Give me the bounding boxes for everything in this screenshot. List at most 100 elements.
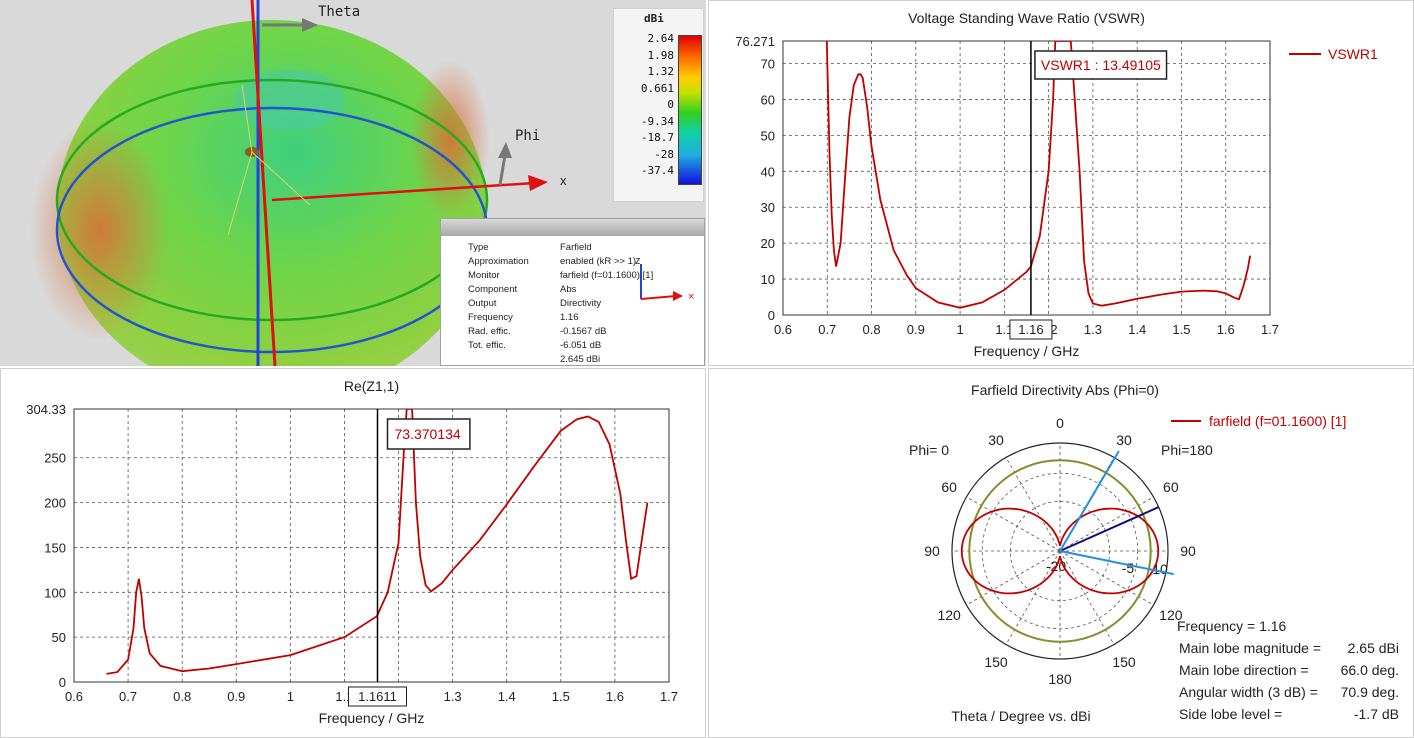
rez-chart[interactable]: Re(Z1,1)0.60.70.80.911.11.21.31.41.51.61…: [1, 369, 706, 738]
x-tick-label: 0.9: [907, 322, 925, 337]
color-bar: [678, 35, 702, 185]
info-value: Abs: [560, 284, 577, 295]
stat-label: Side lobe level =: [1179, 706, 1282, 722]
legend-tick-label: -37.4: [640, 164, 674, 177]
x-tick-label: 1: [287, 689, 294, 704]
x-tick-label: 1.7: [660, 689, 678, 704]
info-key: Output: [468, 298, 497, 309]
phi-arrow: [498, 154, 507, 186]
x-axis-label: Frequency / GHz: [974, 343, 1080, 359]
mini-z-label: z: [635, 255, 641, 267]
mini-x-label: ×: [688, 291, 694, 303]
y-tick-label: 20: [761, 236, 775, 251]
info-key: Frequency: [468, 312, 513, 323]
legend-tick-list: 2.64 1.98 1.32 0.661 0 -9.34 -18.7 -28 -37.4: [614, 31, 674, 180]
x-tick-label: 1.3: [444, 689, 462, 704]
polar-chart[interactable]: Farfield Directivity Abs (Phi=0) 0 30 60 90 1…: [709, 369, 1414, 738]
reference-circle: [968, 459, 1152, 643]
polar-spoke: [966, 550, 1061, 606]
polar-ring: [951, 442, 1169, 660]
marker-value-label: 73.370134: [395, 426, 461, 442]
x-tick-label: 0.8: [173, 689, 191, 704]
farfield-info-box: Type Farfield Approximation enabled (kR >> …: [440, 218, 705, 366]
angle-label: 60: [941, 479, 957, 495]
info-key: Rad. effic.: [468, 326, 511, 337]
x-tick-label: 1.1: [995, 322, 1013, 337]
beam-width-line: [1059, 450, 1120, 552]
theta-label: Theta: [318, 4, 360, 20]
info-key: Component: [468, 284, 518, 295]
info-key: Type: [468, 242, 489, 253]
x-axis-label: Theta / Degree vs. dBi: [951, 708, 1090, 724]
info-row: Type Farfield: [468, 241, 700, 255]
x-tick-label: 1.6: [1217, 322, 1235, 337]
x-tick-label: 1.6: [606, 689, 624, 704]
legend-tick-label: -18.7: [640, 131, 674, 144]
stat-label: Main lobe direction =: [1179, 662, 1309, 678]
y-tick-label: 0: [59, 675, 66, 690]
x-tick-label: 0.7: [119, 689, 137, 704]
info-row: Rad. effic. -0.1567 dB: [468, 325, 700, 339]
legend-tick-label: 0.661: [640, 81, 674, 95]
plot-frame: [73, 408, 670, 683]
series-line: [106, 409, 649, 675]
info-value: -6.051 dB: [560, 340, 602, 351]
info-row: Approximation enabled (kR >> 1): [468, 255, 700, 269]
info-row: Component Abs: [468, 283, 700, 297]
x-tick-label: 0.6: [774, 322, 792, 337]
info-value: 1.16: [560, 312, 579, 323]
polar-ring: [981, 472, 1139, 630]
directivity-pattern: [960, 507, 1160, 595]
farfield-3d-canvas[interactable]: Theta Phi x: [0, 0, 706, 366]
phi-label: Phi: [515, 128, 540, 144]
phi-left-label: Phi= 0: [909, 442, 949, 458]
legend-tick-label: 1.98: [647, 48, 675, 62]
x-tick-label: 1.4: [498, 689, 516, 704]
stat-value: 70.9 deg.: [1341, 684, 1399, 700]
angle-label: 180: [1048, 671, 1072, 687]
y-tick-label: 200: [44, 496, 66, 511]
legend-tick-label: -28: [654, 147, 674, 161]
y-tick-label: 50: [761, 128, 775, 143]
x-tick-label: 1.4: [1128, 322, 1146, 337]
vswr-chart-panel[interactable]: Voltage Standing Wave Ratio (VSWR) 0.6 0.7…: [708, 0, 1414, 366]
info-row: 2.645 dBi: [468, 353, 700, 366]
x-axis-arrow: [528, 175, 548, 191]
marker-value-label: VSWR1 : 13.49105: [1041, 57, 1161, 73]
legend-label: farfield (f=01.1600) [1]: [1209, 413, 1346, 429]
legend-tick-label: 2.64: [647, 32, 675, 45]
farfield-3d-view[interactable]: Theta Phi x dBi 2.64 1.98 1.32 0.661 0 -9.34 -…: [0, 0, 706, 366]
rez-chart-panel[interactable]: Re(Z1,1)0.60.70.80.911.11.21.31.41.51.61…: [0, 368, 706, 738]
radial-label: -5: [1122, 560, 1135, 576]
polar-chart-panel[interactable]: Farfield Directivity Abs (Phi=0) 0 30 60 90 1…: [708, 368, 1414, 738]
phi-right-label: Phi=180: [1161, 442, 1213, 458]
legend-label: VSWR1: [1328, 46, 1378, 62]
marker-x-label: 1.1611: [358, 689, 397, 704]
angle-label: 120: [1159, 607, 1183, 623]
polar-spoke: [966, 496, 1061, 552]
x-axis-red: [271, 181, 536, 202]
stat-label: Frequency = 1.16: [1177, 618, 1287, 634]
y-tick-label: 40: [761, 164, 775, 179]
vswr-chart[interactable]: Voltage Standing Wave Ratio (VSWR) 0.6 0.7…: [709, 1, 1414, 366]
info-header: [441, 219, 704, 236]
legend-tick-label: -9.34: [640, 114, 674, 128]
legend-tick-label: 0: [667, 98, 674, 111]
color-scale-legend: dBi 2.64 1.98 1.32 0.661 0 -9.34 -18.7 -28 -37.4: [613, 8, 704, 202]
chart-title: Farfield Directivity Abs (Phi=0): [971, 382, 1159, 398]
stat-label: Main lobe magnitude =: [1179, 640, 1321, 656]
y-tick-label: 150: [44, 540, 66, 555]
info-row: Output Directivity: [468, 297, 700, 311]
info-grid: Type Farfield Approximation enabled (kR >> …: [468, 241, 700, 366]
marker-x-label: 1.16: [1018, 322, 1043, 337]
angle-label: 150: [1112, 654, 1136, 670]
stat-value: -1.7 dB: [1354, 706, 1399, 722]
angle-label: 30: [1116, 432, 1132, 448]
info-row: Monitor farfield (f=01.1600) [1]: [468, 269, 700, 283]
info-key: Tot. effic.: [468, 340, 506, 351]
y-tick-label: 70: [761, 57, 775, 72]
chart-title: Voltage Standing Wave Ratio (VSWR): [908, 10, 1145, 26]
x-label: x: [560, 173, 567, 188]
angle-label: 60: [1163, 479, 1179, 495]
stat-value: 2.65 dBi: [1348, 640, 1399, 656]
